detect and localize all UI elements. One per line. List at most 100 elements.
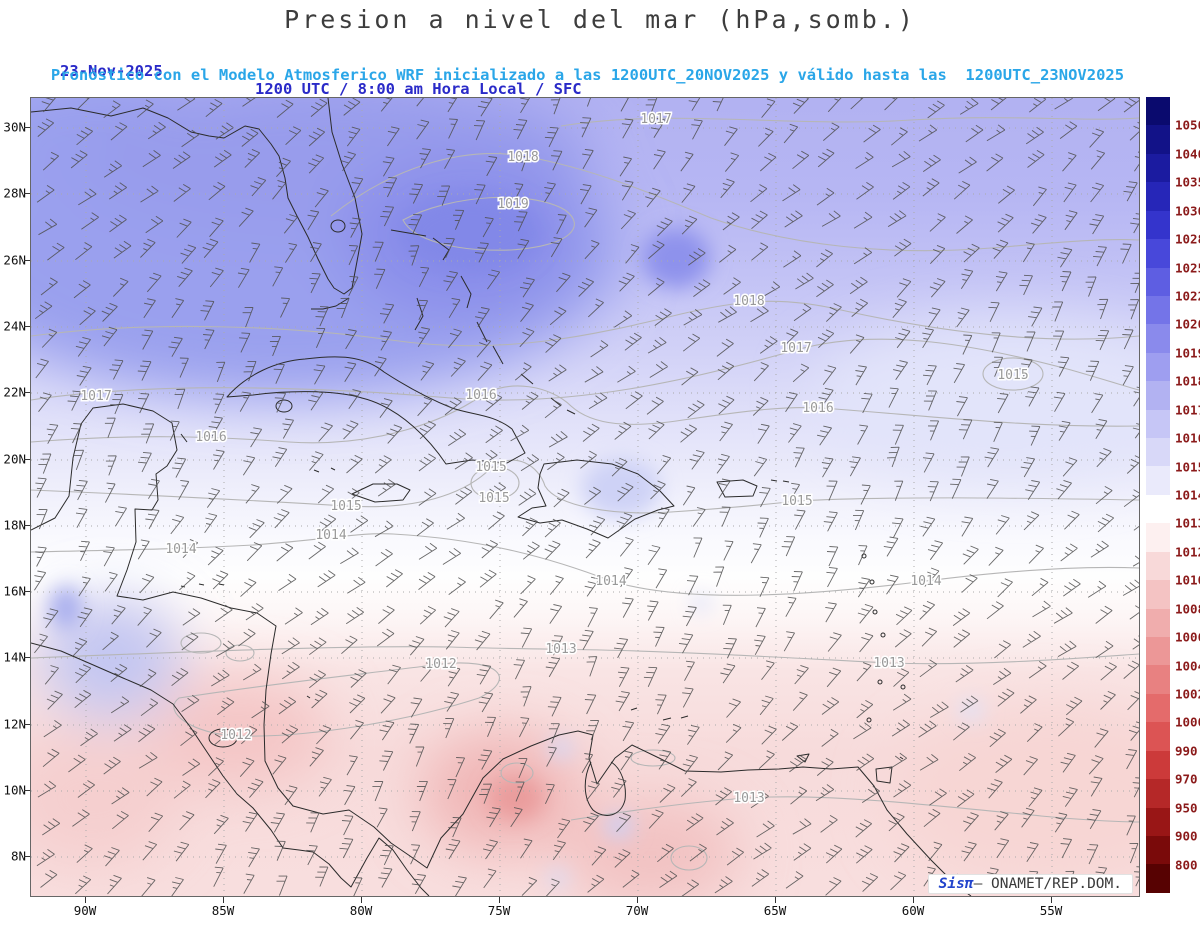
contour-line bbox=[570, 796, 1139, 823]
isobar-labels: 1017 1018 1019 1018 1017 1015 1017 1016 1016 1016… bbox=[79, 111, 1030, 808]
island-dot bbox=[877, 679, 883, 685]
lon-tick-mark bbox=[499, 897, 500, 903]
colorbar-tick-label: 1015 bbox=[1175, 459, 1200, 475]
isobar-value-label: 1013 bbox=[733, 791, 764, 806]
colorbar-tick-label: 900 bbox=[1175, 828, 1198, 844]
colorbar-tick-label: 1035 bbox=[1175, 174, 1200, 190]
isobar-value-label: 1015 bbox=[478, 491, 509, 506]
colorbar-tick-label: 1020 bbox=[1175, 316, 1200, 332]
colorbar-tick-label: 1010 bbox=[1175, 572, 1200, 588]
lon-tick-label: 55W bbox=[1039, 903, 1063, 918]
isobar-value-label: 1016 bbox=[465, 388, 496, 403]
isobar-value-label: 1012 bbox=[220, 728, 251, 743]
lat-tick-mark bbox=[24, 392, 30, 393]
colorbar-tick-label: 800 bbox=[1175, 857, 1198, 873]
lon-tick-label: 80W bbox=[349, 903, 373, 918]
isobar-value-label: 1017 bbox=[640, 112, 671, 127]
contour-line bbox=[31, 385, 1139, 444]
wind-barb-glyphs bbox=[34, 98, 1139, 896]
run-time: 1200 UTC / 8:00 am Hora Local / SFC bbox=[255, 80, 582, 98]
colorbar-segment bbox=[1146, 409, 1170, 439]
island-dot bbox=[880, 632, 886, 638]
coastline-path bbox=[716, 479, 758, 498]
lat-tick-label: 10N bbox=[3, 782, 26, 798]
isobar-value-label: 1015 bbox=[330, 499, 361, 514]
lat-tick-mark bbox=[24, 856, 30, 857]
colorbar-segment bbox=[1146, 665, 1170, 694]
lat-tick-mark bbox=[24, 657, 30, 658]
colorbar-segment bbox=[1146, 125, 1170, 154]
isobar-value-label: 1017 bbox=[780, 341, 811, 356]
colorbar-segment bbox=[1146, 779, 1170, 808]
isobar-value-label: 1014 bbox=[315, 528, 346, 543]
contour-line bbox=[470, 466, 520, 500]
contour-line bbox=[500, 762, 534, 784]
colorbar-tick-label: 1004 bbox=[1175, 658, 1200, 674]
colorbar-tick-label: 1014 bbox=[1175, 487, 1200, 503]
colorbar bbox=[1146, 97, 1170, 893]
colorbar-segment bbox=[1146, 295, 1170, 325]
contour-line bbox=[670, 845, 708, 871]
colorbar-segment bbox=[1146, 352, 1170, 382]
isobar-value-label: 1014 bbox=[165, 542, 196, 557]
isobar-value-label: 1016 bbox=[802, 401, 833, 416]
watermark-text: – ONAMET/REP.DOM. bbox=[973, 876, 1122, 892]
colorbar-segment bbox=[1146, 750, 1170, 780]
lon-tick-mark bbox=[1051, 897, 1052, 903]
contour-line bbox=[31, 646, 1139, 665]
colorbar-tick-label: 1050 bbox=[1175, 117, 1200, 133]
colorbar-segment bbox=[1146, 580, 1170, 609]
coastlines bbox=[31, 98, 972, 896]
colorbar-segment bbox=[1146, 381, 1170, 410]
isobar-value-label: 1015 bbox=[997, 368, 1028, 383]
colorbar-segment bbox=[1146, 722, 1170, 751]
coastline-path bbox=[31, 642, 430, 896]
island-dot bbox=[900, 684, 906, 690]
contour-line bbox=[330, 153, 1139, 252]
coastline-path bbox=[180, 433, 188, 443]
coastline-path bbox=[330, 219, 346, 233]
coastline-path bbox=[492, 345, 504, 365]
lat-tick-mark bbox=[24, 525, 30, 526]
colorbar-segment bbox=[1146, 466, 1170, 495]
coastline-path bbox=[306, 695, 311, 699]
lat-tick-label: 18N bbox=[3, 517, 26, 533]
coastline-path bbox=[31, 98, 363, 295]
colorbar-segment bbox=[1146, 438, 1170, 467]
isobar-contours bbox=[31, 117, 1139, 871]
lon-tick-label: 85W bbox=[211, 903, 235, 918]
lon-tick-mark bbox=[85, 897, 86, 903]
coastline-path bbox=[351, 483, 411, 503]
watermark: Sisπ– ONAMET/REP.DOM. bbox=[927, 874, 1133, 894]
colorbar-segment bbox=[1146, 835, 1170, 865]
colorbar-segment bbox=[1146, 608, 1170, 638]
lat-tick-label: 26N bbox=[3, 252, 26, 268]
colorbar-segment bbox=[1146, 551, 1170, 581]
isobar-value-label: 1012 bbox=[425, 657, 456, 672]
forecast-line: Pronóstico con el Modelo Atmosferico WRF… bbox=[50, 66, 1125, 84]
island-dot bbox=[882, 658, 888, 664]
colorbar-tick-label: 1000 bbox=[1175, 714, 1200, 730]
colorbar-segment bbox=[1146, 864, 1170, 893]
isobar-value-label: 1019 bbox=[497, 197, 528, 212]
colorbar-tick-label: 1002 bbox=[1175, 686, 1200, 702]
lat-tick-mark bbox=[24, 326, 30, 327]
colorbar-tick-label: 1025 bbox=[1175, 260, 1200, 276]
lon-tick-label: 75W bbox=[487, 903, 511, 918]
lon-tick-label: 70W bbox=[625, 903, 649, 918]
colorbar-tick-label: 970 bbox=[1175, 771, 1198, 787]
colorbar-segment bbox=[1146, 267, 1170, 296]
coastline-path bbox=[208, 728, 238, 748]
lat-tick-mark bbox=[24, 790, 30, 791]
colorbar-segment bbox=[1146, 693, 1170, 723]
lat-tick-label: 30N bbox=[3, 119, 26, 135]
isobar-value-label: 1014 bbox=[595, 574, 626, 589]
lat-tick-mark bbox=[24, 724, 30, 725]
colorbar-segment bbox=[1146, 637, 1170, 666]
colorbar-tick-label: 1028 bbox=[1175, 231, 1200, 247]
contour-line bbox=[630, 749, 676, 767]
coastline-path bbox=[31, 403, 972, 896]
coastline-path bbox=[566, 409, 576, 415]
isobar-value-label: 1013 bbox=[545, 642, 576, 657]
colorbar-segment bbox=[1146, 239, 1170, 268]
